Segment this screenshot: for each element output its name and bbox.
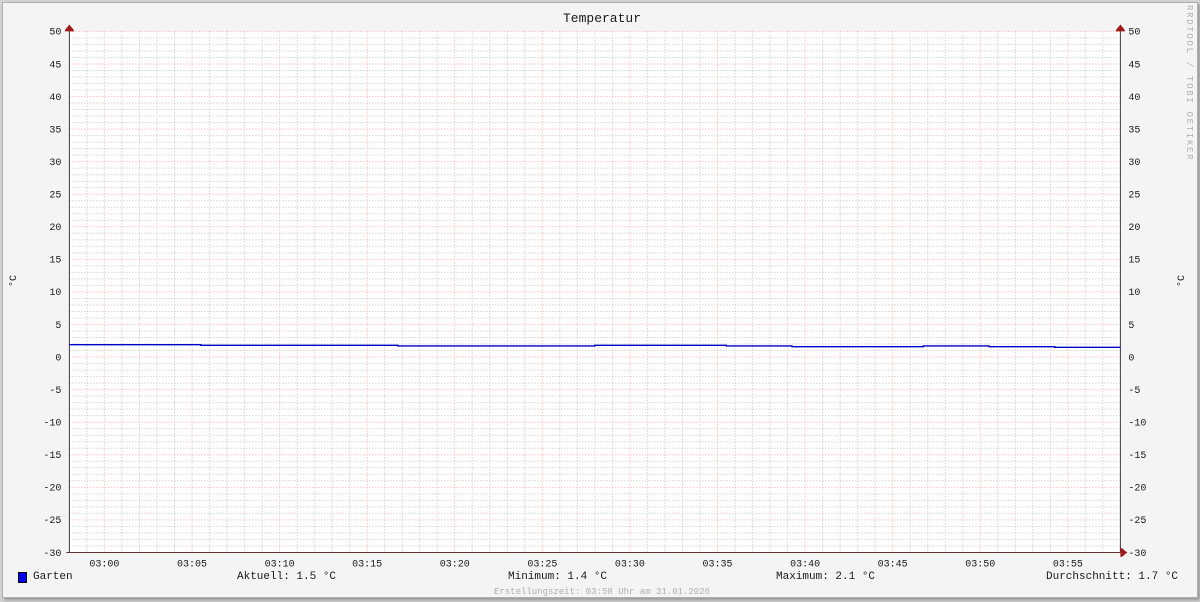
svg-text:40: 40 [49, 93, 61, 104]
svg-text:03:50: 03:50 [965, 559, 995, 570]
svg-text:-5: -5 [1128, 386, 1140, 397]
svg-text:03:45: 03:45 [878, 559, 908, 570]
svg-text:0: 0 [55, 353, 61, 364]
svg-text:35: 35 [49, 125, 61, 136]
svg-text:03:25: 03:25 [527, 559, 557, 570]
svg-text:15: 15 [49, 256, 61, 267]
svg-text:-15: -15 [43, 451, 61, 462]
svg-text:-15: -15 [1128, 451, 1146, 462]
svg-text:45: 45 [49, 60, 61, 71]
svg-text:-20: -20 [43, 484, 61, 495]
svg-text:03:35: 03:35 [703, 559, 733, 570]
svg-text:-10: -10 [43, 418, 61, 429]
svg-text:15: 15 [1128, 256, 1140, 267]
svg-text:-25: -25 [43, 516, 61, 527]
svg-text:20: 20 [49, 223, 61, 234]
svg-text:03:55: 03:55 [1053, 559, 1083, 570]
svg-text:30: 30 [1128, 158, 1140, 169]
svg-text:03:05: 03:05 [177, 559, 207, 570]
svg-text:45: 45 [1128, 60, 1140, 71]
svg-text:25: 25 [1128, 191, 1140, 202]
svg-text:03:40: 03:40 [790, 559, 820, 570]
svg-text:20: 20 [1128, 223, 1140, 234]
svg-text:35: 35 [1128, 125, 1140, 136]
svg-text:10: 10 [1128, 288, 1140, 299]
svg-text:03:10: 03:10 [265, 559, 295, 570]
svg-text:03:20: 03:20 [440, 559, 470, 570]
svg-text:03:30: 03:30 [615, 559, 645, 570]
svg-text:-25: -25 [1128, 516, 1146, 527]
svg-text:50: 50 [49, 28, 61, 39]
svg-text:30: 30 [49, 158, 61, 169]
svg-text:40: 40 [1128, 93, 1140, 104]
svg-text:25: 25 [49, 191, 61, 202]
svg-text:03:00: 03:00 [89, 559, 119, 570]
svg-text:03:15: 03:15 [352, 559, 382, 570]
svg-text:0: 0 [1128, 353, 1134, 364]
svg-text:5: 5 [55, 321, 61, 332]
svg-text:-30: -30 [1128, 549, 1146, 560]
svg-text:10: 10 [49, 288, 61, 299]
svg-text:5: 5 [1128, 321, 1134, 332]
svg-text:50: 50 [1128, 28, 1140, 39]
svg-text:-5: -5 [49, 386, 61, 397]
svg-text:-20: -20 [1128, 484, 1146, 495]
svg-text:-30: -30 [43, 549, 61, 560]
svg-text:-10: -10 [1128, 418, 1146, 429]
